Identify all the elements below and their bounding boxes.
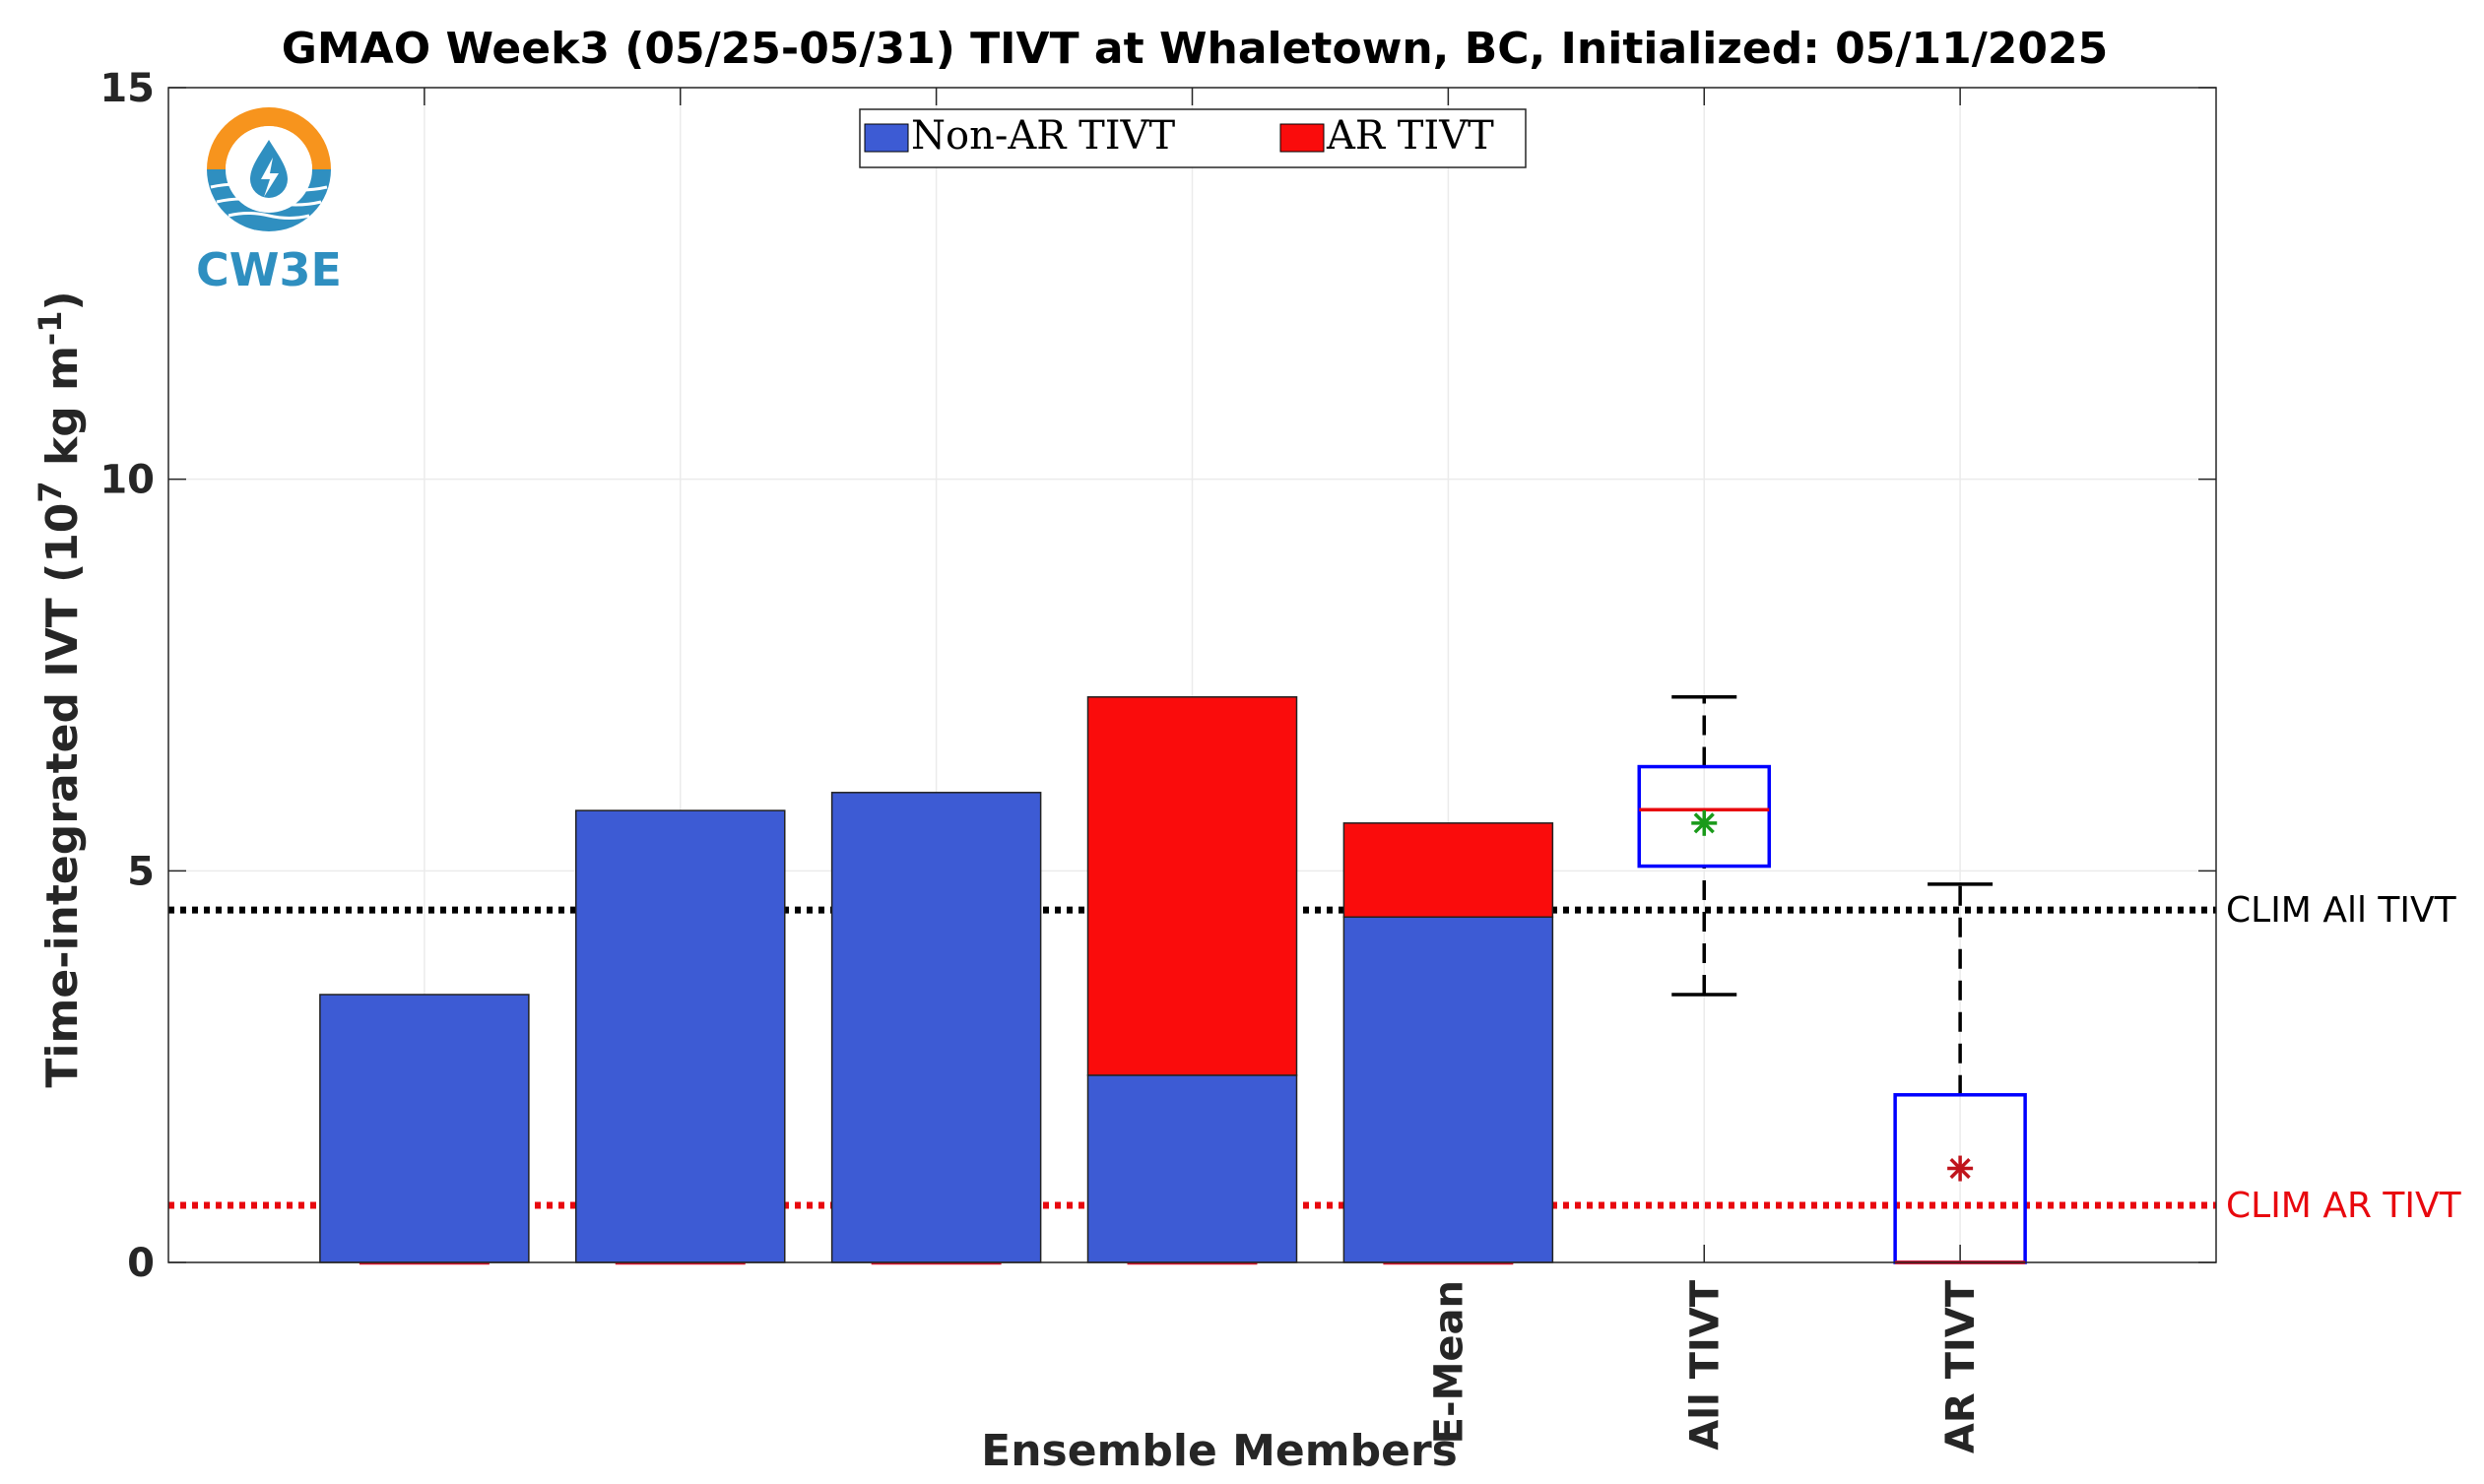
lightning-icon — [261, 158, 279, 197]
reference-line-label: CLIM All TIVT — [2226, 890, 2457, 931]
chart-title: GMAO Week3 (05/25-05/31) TIVT at Whaleto… — [282, 24, 2108, 74]
bar-non-ar — [1342, 916, 1554, 1263]
bar-ar — [1342, 822, 1554, 919]
x-tick-label: AR TIVT — [1938, 1279, 1984, 1453]
y-tick-labels: 0 5 10 15 — [99, 66, 155, 1286]
logo-ring — [207, 107, 331, 169]
legend-label-non-ar: Non-AR TIVT — [911, 113, 1175, 159]
boxplots — [1637, 695, 2027, 1264]
y-tick-label: 15 — [99, 66, 155, 111]
bar-ar — [1086, 696, 1298, 1076]
bar-non-ar — [1086, 1074, 1298, 1263]
reference-line-labels: CLIM All TIVT CLIM AR TIVT — [2226, 890, 2462, 1226]
y-tick-label: 0 — [127, 1241, 155, 1286]
y-tick-label: 5 — [127, 849, 155, 894]
x-tick-label: E-Mean — [1426, 1280, 1471, 1444]
x-axis-label: Ensemble Members — [981, 1426, 1458, 1476]
y-axis-label-exponent-1: 7 — [32, 481, 69, 502]
y-axis-label-exponent-2: -1 — [32, 311, 69, 347]
bar-non-ar — [575, 809, 786, 1263]
y-axis-label: Time-integrated IVT (107 kg m-1) — [32, 290, 88, 1087]
logo-text: CW3E — [196, 243, 342, 296]
legend-box — [859, 108, 1527, 168]
mean-marker-stroke — [1693, 812, 1715, 834]
x-tick-label: All TIVT — [1682, 1279, 1728, 1450]
mean-marker — [1947, 1155, 1974, 1182]
reference-lines — [168, 906, 2216, 1209]
y-axis-label-suffix: ) — [37, 290, 88, 310]
y-axis-label-prefix: Time-integrated IVT (10 — [37, 503, 88, 1088]
chart-legend: Non-AR TIVT AR TIVT — [859, 108, 1527, 168]
y-tick-label: 10 — [99, 458, 155, 503]
x-tick-labels: E-Mean All TIVT AR TIVT — [1426, 1279, 1984, 1453]
y-axis-label-mid: kg m — [37, 346, 88, 481]
reference-line-label: CLIM AR TIVT — [2226, 1186, 2462, 1226]
mean-marker — [1691, 809, 1718, 836]
logo-wave-3 — [228, 212, 310, 220]
legend-swatch-non-ar — [864, 123, 909, 153]
legend-label-ar: AR TIVT — [1326, 113, 1494, 159]
legend-swatch-ar — [1279, 123, 1325, 153]
bars — [319, 696, 1554, 1265]
bar-non-ar — [830, 792, 1042, 1263]
cw3e-logo: CW3E — [196, 107, 342, 296]
bar-non-ar — [319, 994, 530, 1263]
mean-marker-stroke — [1949, 1157, 1971, 1180]
plot-frame — [167, 87, 2217, 1263]
box — [1637, 764, 1771, 869]
